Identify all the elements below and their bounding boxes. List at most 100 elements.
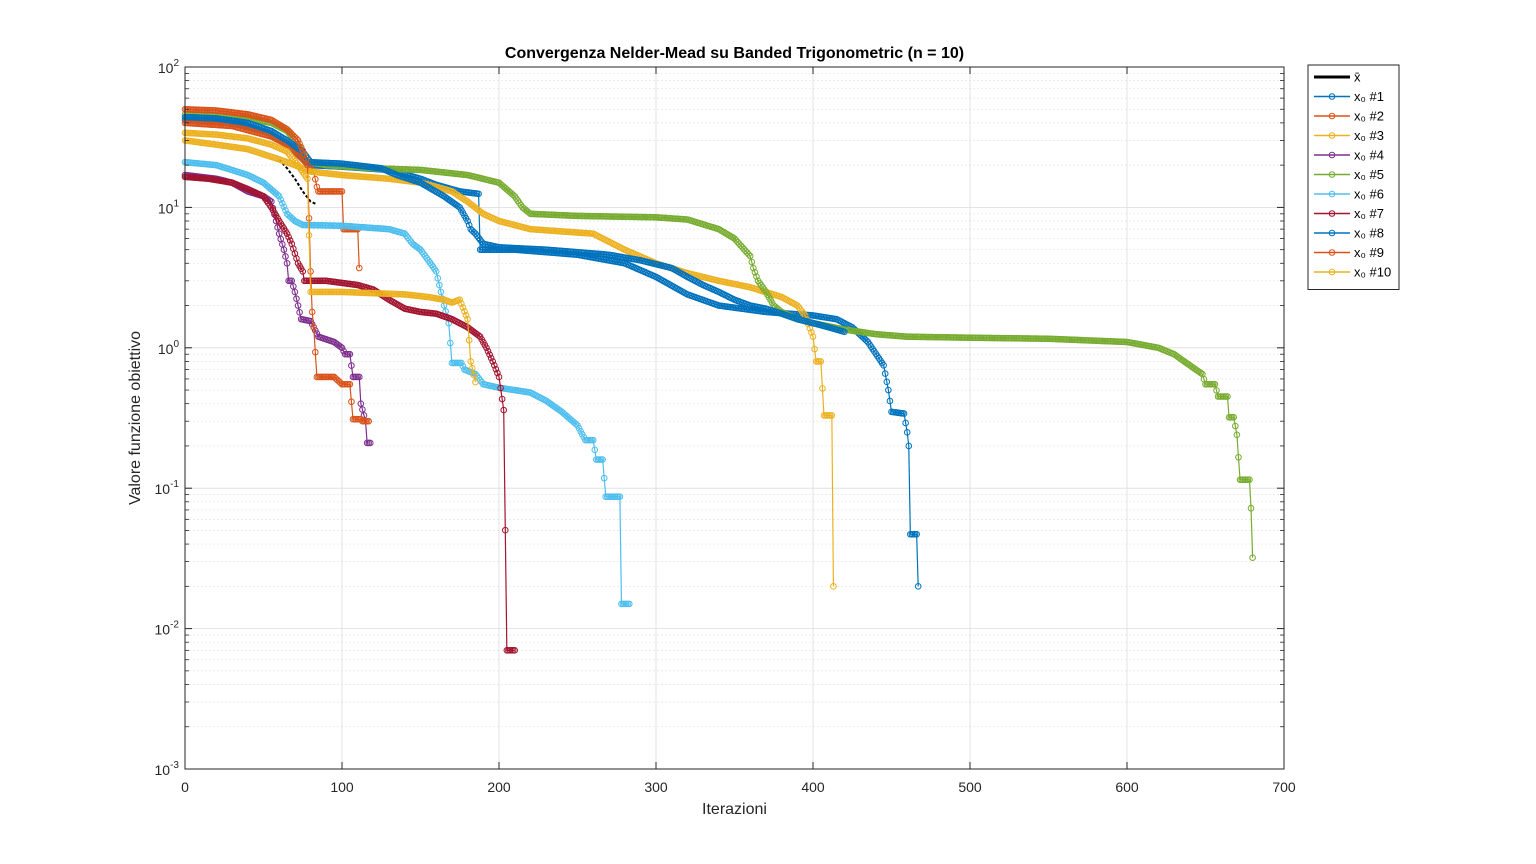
legend-label: x₀ #3 [1354,128,1384,143]
data-point [454,202,462,210]
data-point [494,369,501,377]
data-point [473,232,481,239]
data-point [432,268,440,275]
legend-item: x₀ #10 [1314,265,1391,280]
series-line [278,158,318,206]
data-point [434,274,442,282]
data-point [310,323,318,331]
data-point [476,236,484,244]
data-point [811,345,818,353]
data-point [472,370,479,378]
data-point [1235,453,1242,461]
x-tick-label: 200 [487,779,511,795]
data-point [600,474,608,482]
data-point [484,347,492,355]
data-point [458,300,465,307]
data-point [299,147,307,154]
legend-label: x₀ #9 [1354,245,1384,260]
legend-label: x₀ #8 [1354,226,1384,241]
legend-label: x₀ #4 [1354,148,1384,163]
data-point [296,309,303,316]
data-point [462,311,470,319]
data-point [1249,554,1256,561]
data-point [483,344,490,352]
data-point [800,310,807,317]
data-point [299,268,307,275]
legend-marker [1328,249,1336,256]
data-point [282,253,289,260]
data-point [461,308,468,315]
data-point [346,350,354,358]
x-tick-label: 700 [1272,779,1296,795]
data-point [745,251,752,258]
data-point [286,152,294,159]
x-tick-label: 0 [181,779,189,795]
data-point [885,386,892,394]
y-tick-label: 100 [158,339,180,357]
data-point [436,281,443,289]
data-point [472,230,479,237]
data-point [808,329,815,336]
data-point [572,420,580,428]
data-point [308,320,316,328]
data-point [338,188,346,195]
data-point [828,412,836,419]
x-tick-label: 600 [1115,779,1139,795]
y-axis-label: Valore funzione obiettivo [127,331,144,505]
data-point [288,154,296,161]
data-point [464,315,471,323]
data-point [458,359,465,367]
y-tick-label: 10-3 [155,760,180,778]
data-point [357,400,365,407]
data-point [465,221,473,229]
data-point [464,217,471,225]
data-point [313,183,321,191]
legend-item: x̄ [1314,70,1361,85]
legend-label: x₀ #7 [1354,206,1384,221]
x-axis-label: Iterazioni [702,801,767,818]
data-point [406,236,413,244]
data-point [283,259,291,267]
axes-box [184,66,1285,770]
legend-label: x₀ #5 [1354,167,1384,182]
data-point [798,308,806,315]
data-point [456,296,464,304]
data-point [914,583,922,590]
y-tick-label: 10-2 [155,620,180,638]
x-tick-label: 300 [644,779,668,795]
data-point [1197,369,1205,377]
data-point [338,344,346,352]
data-point [282,207,289,214]
data-point [1224,393,1231,400]
series-7 [181,173,519,654]
x-tick-label: 500 [958,779,982,795]
data-point [591,446,599,454]
data-point [348,362,355,369]
data-point [401,230,409,237]
y-tick-label: 101 [158,198,180,216]
data-point [291,157,299,165]
data-point [487,354,495,362]
ticks: 0 100 200 300 400 500 600 700 10-3 10-2 10-1 100 101… [155,58,1296,795]
data-point [467,358,475,365]
data-point [490,361,498,369]
data-point [293,135,300,143]
data-point [883,378,891,386]
data-point [500,406,508,414]
legend-marker [1328,132,1336,139]
legend-item: x₀ #2 [1314,109,1384,124]
data-point [794,302,801,309]
legend-item: x₀ #6 [1314,187,1384,202]
legend-label: x₀ #1 [1354,89,1384,104]
data-point [830,583,837,590]
legend-item: x₀ #3 [1314,128,1384,143]
series-6 [181,158,633,608]
data-point [900,410,908,417]
data-point [501,526,509,534]
data-point [880,362,887,369]
x-tick-label: 400 [801,779,825,795]
data-point [1247,504,1255,512]
data-point [355,264,363,272]
data-point [511,647,519,654]
